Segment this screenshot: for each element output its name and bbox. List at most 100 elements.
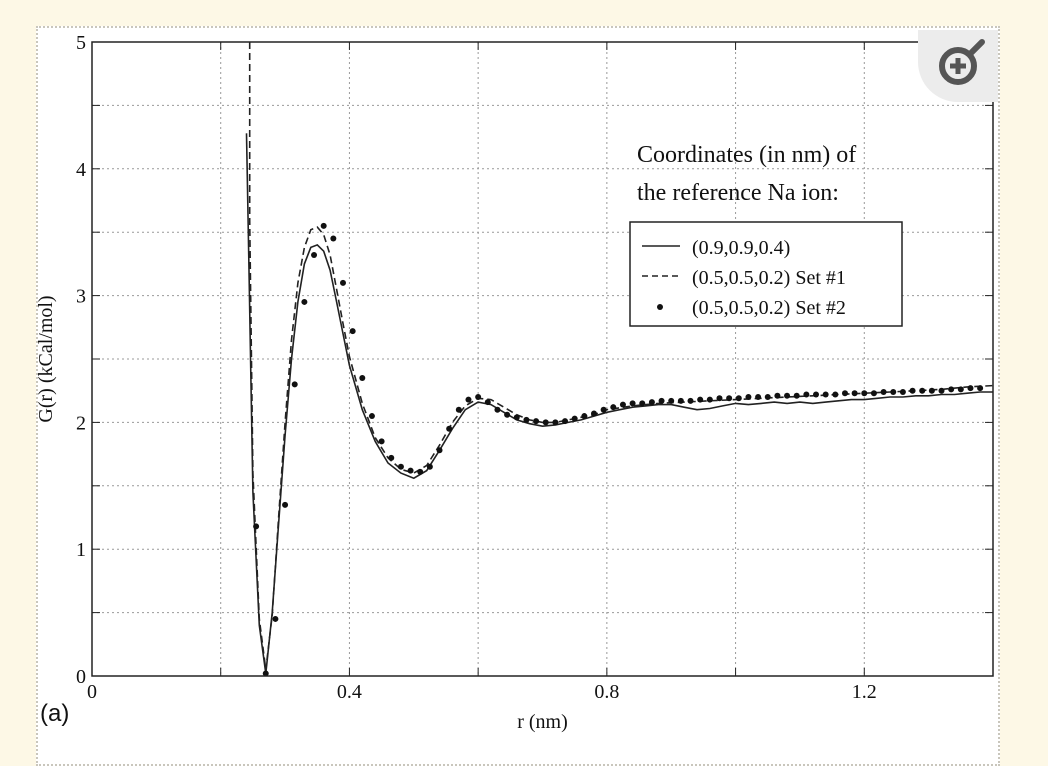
series-3-point — [677, 397, 684, 404]
series-3-point — [475, 394, 482, 401]
series-3-point — [359, 375, 366, 382]
y-tick-label: 1 — [76, 539, 86, 561]
series-3-point — [339, 279, 346, 286]
series-3-point — [253, 523, 260, 530]
y-tick-label: 0 — [76, 666, 86, 688]
x-tick-label: 0.4 — [337, 681, 362, 703]
series-3-point — [581, 413, 588, 420]
grid-lines — [92, 42, 993, 676]
series-3-point — [977, 385, 984, 392]
series-3-point — [697, 396, 704, 403]
series-3-point — [639, 400, 646, 407]
series-3-point — [272, 615, 279, 622]
legend-title-line-2: the reference Na ion: — [637, 180, 839, 206]
series-3-point — [822, 391, 829, 398]
series-3-point — [619, 401, 626, 408]
legend-box — [629, 221, 903, 327]
series-3-point — [899, 388, 906, 395]
series-3-point — [320, 222, 327, 229]
series-3-point — [832, 391, 839, 398]
series-3-point — [262, 670, 269, 677]
series-3-point — [957, 386, 964, 393]
series-3-point — [764, 394, 771, 401]
series-3-point — [311, 252, 318, 259]
panel-label: (a) — [40, 700, 70, 727]
series-3-point — [291, 381, 298, 388]
series-3-point — [890, 388, 897, 395]
series-layer — [245, 42, 994, 677]
series-3-point — [484, 399, 491, 406]
series-3-point — [378, 438, 385, 445]
series-3-point — [648, 399, 655, 406]
series-3-point — [745, 394, 752, 401]
series-3-point — [668, 397, 675, 404]
tick-labels: 0 0.4 0.8 1.2 0 1 2 3 4 5 — [76, 32, 877, 703]
series-3-point — [504, 411, 511, 418]
legend-entry-label: (0.5,0.5,0.2) Set #2 — [692, 297, 846, 319]
series-3-point — [397, 463, 404, 470]
y-tick-label: 3 — [76, 286, 86, 308]
series-3-point — [687, 397, 694, 404]
x-axis-label: r (nm) — [517, 711, 568, 733]
series-3-point — [948, 386, 955, 393]
series-3-point — [600, 406, 607, 413]
series-3-point — [465, 396, 472, 403]
series-3-point — [909, 387, 916, 394]
figure-frame — [36, 26, 1000, 766]
series-3-point — [755, 394, 762, 401]
series-3-point — [774, 392, 781, 399]
series-3-point — [590, 410, 597, 417]
legend-entry-label: (0.5,0.5,0.2) Set #1 — [692, 267, 846, 289]
series-3-point — [967, 385, 974, 392]
legend-entries: (0.9,0.9,0.4) (0.5,0.5,0.2) Set #1 (0.5,0.… — [642, 237, 846, 319]
series-3-point — [388, 454, 395, 461]
legend: Coordinates (in nm) of the reference Na … — [629, 142, 903, 327]
series-3-point — [870, 390, 877, 397]
series-3-point — [610, 404, 617, 411]
series-3-point — [726, 395, 733, 402]
series-3-point — [552, 419, 559, 426]
series-3-point — [658, 397, 665, 404]
series-3-point — [494, 406, 501, 413]
series-3-point — [803, 391, 810, 398]
series-3-point — [330, 235, 337, 242]
legend-title-line-1: Coordinates (in nm) of — [637, 142, 856, 168]
series-3-point — [928, 387, 935, 394]
x-tick-label: 0 — [87, 681, 97, 703]
series-3-point — [880, 388, 887, 395]
zoom-button[interactable] — [918, 30, 998, 102]
series-3-point — [571, 415, 578, 422]
y-tick-label: 5 — [76, 32, 86, 54]
legend-marker-dot — [657, 304, 663, 310]
y-tick-label: 2 — [76, 412, 86, 434]
series-3-point — [938, 387, 945, 394]
series-3-point — [349, 328, 356, 335]
series-2-line — [248, 42, 994, 670]
legend-entry-label: (0.9,0.9,0.4) — [692, 237, 790, 259]
series-3-point — [841, 390, 848, 397]
series-3-point — [562, 418, 569, 425]
series-3-point — [523, 416, 530, 423]
series-3-point — [446, 425, 453, 432]
series-3-point — [851, 390, 858, 397]
y-tick-label: 4 — [76, 159, 86, 181]
series-1-line — [245, 133, 993, 674]
series-3-point — [513, 414, 520, 421]
series-3-point — [813, 391, 820, 398]
zoom-in-icon — [939, 39, 985, 85]
series-3-point — [455, 406, 462, 413]
x-tick-label: 1.2 — [852, 681, 877, 703]
series-3-point — [919, 387, 926, 394]
series-3-point — [282, 501, 289, 508]
series-3-point — [861, 390, 868, 397]
series-3-point — [793, 392, 800, 399]
series-3-point — [735, 395, 742, 402]
series-3-point — [533, 418, 540, 425]
series-3-point — [301, 298, 308, 305]
series-3-point — [716, 395, 723, 402]
series-3-point — [417, 468, 424, 475]
series-3-point — [436, 447, 443, 454]
series-3-point — [706, 396, 713, 403]
series-3-point — [368, 413, 375, 420]
